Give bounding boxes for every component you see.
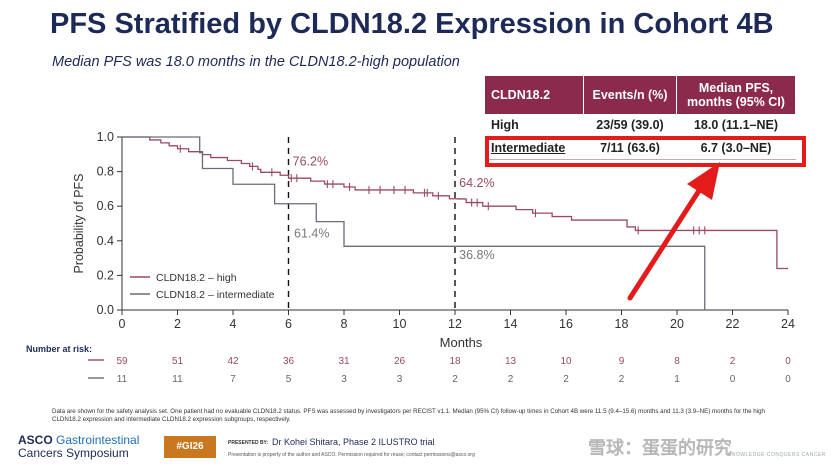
table-header-row: CLDN18.2 Events/n (%) Median PFS, months… <box>485 76 796 114</box>
gi26-badge: #GI26 <box>164 436 216 458</box>
risk-count: 59 <box>116 356 128 367</box>
risk-count: 9 <box>619 356 625 367</box>
footer: ASCO Gastrointestinal Cancers Symposium … <box>0 430 832 468</box>
highlight-box <box>485 136 806 167</box>
slide-title: PFS Stratified by CLDN18.2 Expression in… <box>50 8 774 40</box>
risk-count: 13 <box>505 356 517 367</box>
property-note: Presentation is property of the author a… <box>228 452 475 458</box>
risk-count: 11 <box>117 374 128 385</box>
asco-logo-line1: Gastrointestinal <box>56 433 140 447</box>
table-cell: 6.7 (3.0–NE) <box>676 136 796 160</box>
watermark-subtext: KNOWLEDGE CONQUERS CANCER <box>728 452 826 458</box>
risk-count: 0 <box>730 374 736 385</box>
risk-count: 1 <box>674 374 680 385</box>
x-tick-label: 2 <box>174 317 181 331</box>
risk-count: 10 <box>560 356 572 367</box>
risk-count: 0 <box>785 356 791 367</box>
x-tick-label: 16 <box>559 317 573 331</box>
y-tick-label: 0.2 <box>97 268 114 282</box>
y-tick-label: 0.0 <box>97 303 114 317</box>
callout-arrow-shaft <box>627 183 705 301</box>
risk-count: 11 <box>172 374 183 385</box>
x-tick-label: 22 <box>726 317 740 331</box>
series-line-intermediate <box>122 136 706 310</box>
risk-count: 2 <box>619 374 625 385</box>
x-tick-label: 20 <box>670 317 684 331</box>
asco-logo: ASCO Gastrointestinal Cancers Symposium <box>18 434 139 460</box>
y-tick-label: 0.4 <box>97 234 114 248</box>
risk-count: 7 <box>230 374 236 385</box>
risk-count: 36 <box>283 356 295 367</box>
table-header-cell: Median PFS, months (95% CI) <box>676 76 796 114</box>
x-tick-label: 10 <box>393 317 407 331</box>
risk-count: 3 <box>397 374 403 385</box>
risk-count: 8 <box>674 356 680 367</box>
legend-label: CLDN18.2 – high <box>156 272 237 284</box>
risk-count: 2 <box>452 374 458 385</box>
y-tick-label: 0.8 <box>97 165 114 179</box>
table-cell: 23/59 (39.0) <box>583 114 677 137</box>
table-cell: Intermediate <box>485 136 584 160</box>
data-annotation: 61.4% <box>294 226 329 240</box>
x-tick-label: 4 <box>230 317 237 331</box>
y-tick-label: 0.6 <box>97 199 114 213</box>
y-axis-label: Probability of PFS <box>72 173 86 273</box>
footnote: Data are shown for the safety analysis s… <box>52 408 765 423</box>
x-tick-label: 6 <box>285 317 292 331</box>
legend-label: CLDN18.2 – intermediate <box>156 289 275 301</box>
x-tick-label: 8 <box>341 317 348 331</box>
asco-logo-line2: Cancers Symposium <box>18 446 129 460</box>
number-at-risk-label: Number at risk: <box>26 344 93 354</box>
risk-count: 0 <box>785 374 791 385</box>
risk-count: 31 <box>338 356 350 367</box>
x-tick-label: 12 <box>448 317 462 331</box>
callout-arrow-head <box>687 162 720 200</box>
risk-count: 5 <box>286 374 292 385</box>
risk-count: 2 <box>730 356 736 367</box>
pfs-summary-table: CLDN18.2 Events/n (%) Median PFS, months… <box>485 76 796 160</box>
x-tick-label: 18 <box>615 317 629 331</box>
x-tick-label: 24 <box>781 317 795 331</box>
data-annotation: 36.8% <box>459 248 494 262</box>
watermark-text: 雪球：蛋蛋的研究 <box>588 438 732 458</box>
presenter-name: Dr Kohei Shitara, Phase 2 ILUSTRO trial <box>272 437 435 447</box>
risk-count: 2 <box>563 374 569 385</box>
table-row: Intermediate 7/11 (63.6) 6.7 (3.0–NE) <box>485 136 796 160</box>
data-annotation: 64.2% <box>459 176 494 190</box>
risk-count: 42 <box>227 356 239 367</box>
risk-count: 2 <box>508 374 514 385</box>
x-tick-label: 0 <box>119 317 126 331</box>
presented-by-label: PRESENTED BY: <box>228 440 269 446</box>
data-annotation: 76.2% <box>293 155 328 169</box>
asco-logo-prefix: ASCO <box>18 433 53 447</box>
risk-count: 3 <box>341 374 347 385</box>
table-header-cell: CLDN18.2 <box>485 76 584 114</box>
x-axis-label: Months <box>440 335 483 350</box>
slide-subtitle: Median PFS was 18.0 months in the CLDN18… <box>52 54 460 70</box>
risk-count: 51 <box>172 356 184 367</box>
x-tick-label: 14 <box>504 317 518 331</box>
table-cell: 7/11 (63.6) <box>583 136 677 160</box>
series-line-high <box>122 136 788 270</box>
km-chart: 0.00.20.40.60.81.00 2 4 6 8 10 12 14 16 18 20 22 24M… <box>72 130 795 385</box>
y-tick-label: 1.0 <box>97 130 114 144</box>
risk-count: 18 <box>449 356 461 367</box>
table-header-cell: Events/n (%) <box>583 76 677 114</box>
risk-count: 26 <box>394 356 406 367</box>
